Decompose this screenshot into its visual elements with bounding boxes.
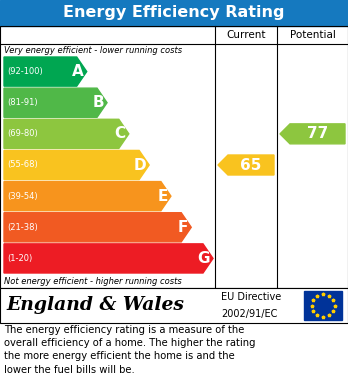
Text: England & Wales: England & Wales — [6, 296, 184, 314]
Text: A: A — [72, 64, 84, 79]
Text: Energy Efficiency Rating: Energy Efficiency Rating — [63, 5, 285, 20]
Bar — [0, 26, 348, 288]
Text: Very energy efficient - lower running costs: Very energy efficient - lower running co… — [4, 46, 182, 55]
Text: (1-20): (1-20) — [7, 254, 32, 263]
Polygon shape — [4, 244, 213, 273]
Text: (55-68): (55-68) — [7, 160, 38, 170]
Text: EU Directive: EU Directive — [221, 292, 281, 302]
Text: D: D — [134, 158, 146, 172]
Polygon shape — [280, 124, 345, 144]
Text: (69-80): (69-80) — [7, 129, 38, 138]
Text: E: E — [158, 188, 168, 204]
Polygon shape — [218, 155, 274, 175]
Polygon shape — [4, 57, 87, 86]
Bar — [0, 0, 348, 26]
Text: 77: 77 — [307, 126, 328, 142]
Text: (92-100): (92-100) — [7, 67, 43, 76]
Text: 2002/91/EC: 2002/91/EC — [221, 309, 277, 319]
Text: (21-38): (21-38) — [7, 223, 38, 232]
Polygon shape — [4, 213, 191, 242]
Text: Potential: Potential — [290, 30, 335, 40]
Polygon shape — [4, 181, 171, 211]
Text: 65: 65 — [240, 158, 262, 172]
Text: B: B — [93, 95, 104, 110]
Polygon shape — [4, 151, 149, 179]
Polygon shape — [4, 88, 107, 117]
Bar — [0, 288, 348, 323]
Text: C: C — [115, 126, 126, 142]
Text: (81-91): (81-91) — [7, 98, 38, 107]
Text: Not energy efficient - higher running costs: Not energy efficient - higher running co… — [4, 277, 182, 286]
Text: F: F — [178, 220, 188, 235]
Polygon shape — [4, 119, 129, 149]
Text: (39-54): (39-54) — [7, 192, 38, 201]
Text: G: G — [198, 251, 210, 266]
Bar — [304, 291, 342, 320]
Text: The energy efficiency rating is a measure of the
overall efficiency of a home. T: The energy efficiency rating is a measur… — [4, 325, 255, 375]
Text: Current: Current — [226, 30, 266, 40]
